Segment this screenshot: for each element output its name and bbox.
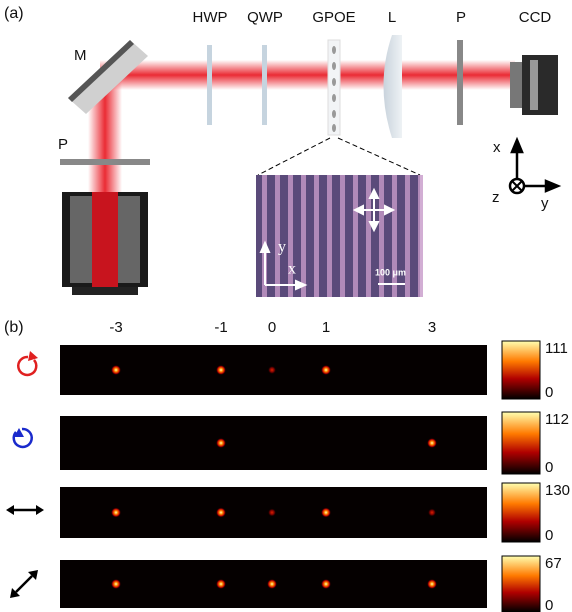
polarizer bbox=[457, 40, 463, 125]
diffraction-spot bbox=[216, 365, 226, 375]
diffraction-spot bbox=[216, 508, 226, 518]
intensity-image bbox=[60, 416, 487, 470]
diffraction-spot bbox=[268, 509, 276, 517]
stripe bbox=[379, 175, 384, 297]
diffraction-spot bbox=[428, 509, 436, 517]
colorbar-min: 0 bbox=[545, 597, 553, 612]
colorbar-max: 130 bbox=[545, 482, 570, 499]
mirror-label: M bbox=[74, 47, 87, 64]
panel-label: (a) bbox=[4, 5, 24, 22]
component-label: CCD bbox=[519, 9, 552, 26]
colorbar-min: 0 bbox=[545, 384, 553, 401]
colorbar-max: 67 bbox=[545, 555, 562, 572]
diffraction-spot bbox=[216, 438, 226, 448]
axis-label: x bbox=[493, 139, 501, 156]
diffraction-spot bbox=[268, 366, 276, 374]
component-label: QWP bbox=[247, 9, 283, 26]
inset-axis: y bbox=[278, 239, 286, 256]
panel-label: (b) bbox=[4, 319, 24, 336]
component-label: GPOE bbox=[312, 9, 355, 26]
inset bbox=[256, 175, 423, 297]
stripe bbox=[327, 175, 332, 297]
stripe bbox=[392, 175, 397, 297]
colorbar bbox=[502, 412, 540, 474]
stripe bbox=[301, 175, 306, 297]
diffraction-spot bbox=[427, 438, 437, 448]
colorbar bbox=[502, 483, 540, 542]
stripe bbox=[314, 175, 319, 297]
polarization-icon bbox=[6, 351, 44, 598]
axes-symbol bbox=[510, 140, 558, 193]
component-label: P bbox=[456, 9, 466, 26]
colorbar-max: 112 bbox=[545, 411, 569, 428]
guide bbox=[258, 138, 330, 175]
diffraction-spot bbox=[321, 579, 331, 589]
guide bbox=[338, 138, 420, 175]
order-label: 0 bbox=[268, 319, 276, 336]
order-label: 1 bbox=[322, 319, 330, 336]
polarizer-label: P bbox=[58, 136, 68, 153]
qwp bbox=[262, 45, 267, 125]
colorbar bbox=[502, 341, 540, 399]
axis-label: y bbox=[541, 195, 549, 212]
hwp bbox=[207, 45, 212, 125]
figure: (a) M P HWP QWP GPOE L P CCD bbox=[0, 0, 572, 612]
axis-label: z bbox=[492, 189, 500, 206]
colorbar bbox=[502, 556, 540, 612]
order-label: 3 bbox=[428, 319, 436, 336]
order-label: -3 bbox=[109, 319, 122, 336]
scale-bar: 100 μm bbox=[375, 267, 406, 277]
diffraction-spot bbox=[111, 508, 121, 518]
component-label: L bbox=[388, 9, 396, 26]
stripe bbox=[418, 175, 423, 297]
inset-axis: x bbox=[288, 261, 296, 278]
stripe bbox=[288, 175, 293, 297]
beam bbox=[100, 60, 515, 90]
diffraction-spot bbox=[111, 579, 121, 589]
polarizer bbox=[60, 159, 150, 165]
diffraction-spot bbox=[111, 365, 121, 375]
laser bbox=[62, 192, 148, 295]
stripe bbox=[353, 175, 358, 297]
order-label: -1 bbox=[214, 319, 227, 336]
stripe bbox=[340, 175, 345, 297]
colorbar-min: 0 bbox=[545, 527, 553, 544]
stripe bbox=[366, 175, 371, 297]
stripe bbox=[405, 175, 410, 297]
gpoe bbox=[328, 40, 340, 135]
stripe bbox=[275, 175, 280, 297]
diffraction-spot bbox=[216, 579, 226, 589]
ccd bbox=[510, 55, 558, 115]
diffraction-spot bbox=[427, 579, 437, 589]
colorbar-max: 111 bbox=[545, 340, 568, 357]
diffraction-spot bbox=[267, 579, 277, 589]
colorbar-min: 0 bbox=[545, 459, 553, 476]
lens bbox=[384, 35, 403, 138]
diffraction-spot bbox=[321, 365, 331, 375]
component-label: HWP bbox=[193, 9, 228, 26]
diffraction-spot bbox=[321, 508, 331, 518]
